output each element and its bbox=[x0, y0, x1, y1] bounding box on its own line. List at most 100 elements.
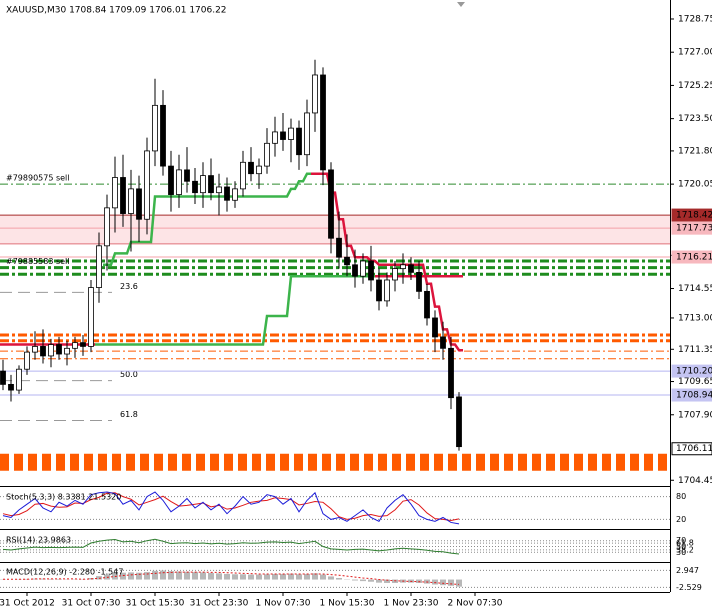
candle-body bbox=[448, 347, 454, 399]
macd-bar bbox=[336, 578, 342, 580]
y-tick-label: 1720.05 bbox=[678, 180, 712, 190]
candle-body bbox=[304, 112, 310, 156]
y-tick-label: 1711.35 bbox=[678, 345, 712, 355]
candle-body bbox=[320, 74, 326, 171]
candle-body bbox=[40, 346, 46, 357]
macd-bar bbox=[264, 574, 270, 580]
macd-bar bbox=[304, 573, 310, 580]
stoch-main bbox=[2, 491, 460, 525]
y-tick-label: 70 bbox=[676, 536, 686, 545]
candle-body bbox=[0, 370, 6, 385]
macd-bar bbox=[184, 571, 190, 580]
candle-body bbox=[104, 207, 110, 247]
trend-line bbox=[311, 172, 463, 352]
macd-bar bbox=[456, 579, 462, 587]
candle-body bbox=[208, 175, 214, 194]
candle-body bbox=[56, 344, 62, 355]
trend-line bbox=[87, 274, 375, 346]
y-tick-label: -2.529 bbox=[676, 583, 702, 592]
candle-body bbox=[16, 368, 22, 391]
price-label: 1710.20 bbox=[676, 367, 712, 377]
rsi-line bbox=[2, 538, 460, 555]
macd-bar bbox=[360, 579, 366, 582]
candle-body bbox=[328, 169, 334, 239]
price-label-box bbox=[671, 208, 712, 222]
macd-bar bbox=[224, 573, 230, 580]
chart-header: XAUUSD,M30 1708.84 1709.09 1706.01 1706.… bbox=[6, 6, 227, 16]
candle-body bbox=[416, 271, 422, 292]
macd-bar bbox=[120, 572, 126, 580]
candle-body bbox=[224, 186, 230, 201]
candle-body bbox=[192, 180, 198, 194]
y-tick-label: 1713.00 bbox=[678, 313, 712, 323]
macd-signal bbox=[3, 571, 460, 585]
candle-body bbox=[248, 161, 254, 175]
candle-body bbox=[88, 287, 94, 347]
candle-body bbox=[64, 347, 70, 355]
x-tick-label: 2 Nov 07:30 bbox=[448, 599, 503, 609]
candle-body bbox=[368, 260, 374, 281]
pane-title: Stoch(5,3,3) 8.3381 21.5320 bbox=[6, 493, 121, 502]
shift-marker bbox=[457, 2, 465, 7]
candle-body bbox=[336, 237, 342, 258]
price-label-box bbox=[671, 364, 712, 378]
macd-bar bbox=[152, 570, 158, 580]
y-tick-label: 1725.25 bbox=[678, 81, 712, 91]
y-tick-label: 50 bbox=[676, 542, 686, 551]
x-tick-label: 31 Oct 15:30 bbox=[126, 599, 185, 609]
price-label: 1706.11 bbox=[676, 444, 712, 454]
candle-body bbox=[176, 169, 182, 195]
x-tick-label: 31 Oct 23:30 bbox=[190, 599, 249, 609]
candle-body bbox=[312, 74, 318, 114]
price-label: 1716.21 bbox=[676, 253, 712, 263]
price-label-box bbox=[671, 388, 712, 402]
fibo-label: 61.8 bbox=[120, 410, 138, 419]
macd-bar bbox=[200, 572, 206, 580]
candle-body bbox=[352, 264, 358, 277]
y-tick-label: 1728.75 bbox=[678, 14, 712, 24]
y-tick-label: 1709.65 bbox=[678, 377, 712, 387]
macd-bar bbox=[128, 572, 134, 580]
candle-body bbox=[184, 169, 190, 182]
candle-body bbox=[280, 131, 286, 140]
macd-bar bbox=[256, 574, 262, 580]
macd-bar bbox=[440, 579, 446, 586]
price-label-box bbox=[671, 250, 712, 264]
stoch-signal bbox=[2, 492, 460, 522]
macd-bar bbox=[280, 573, 286, 580]
candle-body bbox=[120, 177, 126, 214]
x-tick-label: 1 Nov 07:30 bbox=[256, 599, 311, 609]
macd-bar bbox=[216, 573, 222, 580]
candle-body bbox=[112, 177, 118, 209]
x-tick-label: 31 Oct 07:30 bbox=[62, 599, 121, 609]
macd-bar bbox=[320, 574, 326, 580]
candle-body bbox=[240, 161, 246, 190]
candle-body bbox=[344, 256, 350, 266]
candle-body bbox=[24, 351, 30, 370]
candle-body bbox=[456, 396, 462, 448]
x-tick-label: 1 Nov 23:30 bbox=[384, 599, 439, 609]
macd-bar bbox=[192, 572, 198, 580]
candle-body bbox=[32, 346, 38, 353]
x-tick-label: 1 Nov 15:30 bbox=[320, 599, 375, 609]
plot: 23.6 50.0 61.8 #79890575 sell #79885583 sell bbox=[0, 59, 670, 588]
candle-body bbox=[96, 245, 102, 288]
price-label-box bbox=[671, 221, 712, 235]
candle-body bbox=[144, 150, 150, 220]
macd-bar bbox=[448, 579, 454, 586]
candle-body bbox=[8, 383, 14, 391]
macd-bar bbox=[376, 579, 382, 583]
y-tick-label: 38.2 bbox=[676, 545, 694, 554]
y-tick-label: 1714.55 bbox=[678, 284, 712, 294]
candle-body bbox=[152, 104, 158, 152]
macd-bar bbox=[328, 576, 334, 580]
y-tick-label: 1704.45 bbox=[678, 476, 712, 486]
candle-body bbox=[168, 165, 174, 195]
price-label-box bbox=[671, 442, 712, 456]
candle-body bbox=[408, 264, 414, 273]
candle-body bbox=[360, 260, 366, 277]
trend-line bbox=[103, 172, 319, 267]
candle-body bbox=[200, 175, 206, 194]
macd-bar bbox=[312, 573, 318, 580]
